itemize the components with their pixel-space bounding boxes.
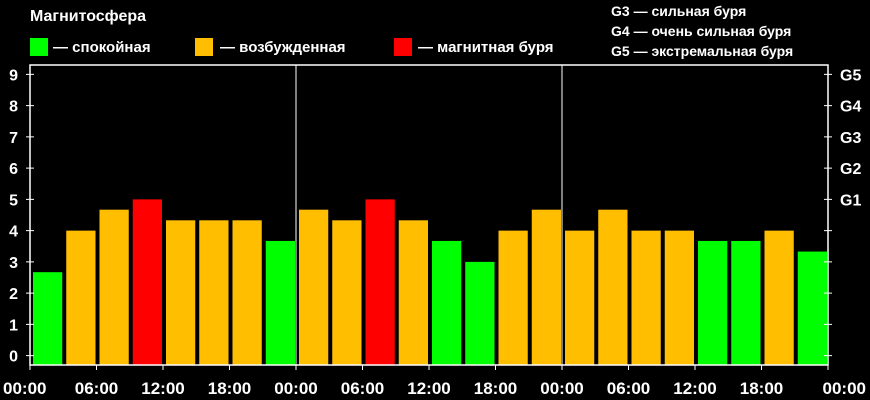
bar-17 — [598, 209, 628, 365]
bar-12 — [432, 240, 462, 365]
y-tick-label-5: 5 — [9, 192, 18, 209]
y-tick-label-7: 7 — [9, 130, 18, 147]
y-tick-label-8: 8 — [9, 99, 18, 116]
x-tick-label-5: 06:00 — [341, 379, 384, 398]
y-tick-label-6: 6 — [9, 161, 18, 178]
x-tick-label-0: 00:00 — [3, 379, 46, 398]
bar-14 — [498, 230, 528, 365]
legend-swatch-storm — [394, 38, 412, 56]
bar-7 — [265, 240, 295, 365]
x-tick-label-2: 12:00 — [141, 379, 184, 398]
plot-area: 0 1 2 3 4 5 6 7 8 9 G1 G2 G3 G4 G5 00:00 06:00 12:00 18:00… — [3, 64, 866, 398]
legend-label-excited: — возбужденная — [220, 39, 346, 56]
y-tick-label-0: 0 — [9, 349, 18, 366]
bar-6 — [232, 220, 262, 365]
x-tick-label-7: 18:00 — [474, 379, 517, 398]
g-tick-label-0: G1 — [840, 192, 861, 209]
g-tick-label-4: G5 — [840, 67, 861, 84]
legend-label-storm: — магнитная буря — [418, 39, 554, 56]
bar-18 — [631, 230, 661, 365]
bar-15 — [531, 209, 561, 365]
bar-0 — [33, 272, 63, 365]
x-tick-label-12: 00:00 — [823, 379, 866, 398]
g-tick-label-1: G2 — [840, 161, 861, 178]
legend-swatch-excited — [195, 38, 213, 56]
bar-21 — [731, 240, 761, 365]
g-legend-g5: G5 — экстремальная буря — [611, 43, 793, 59]
bar-3 — [132, 199, 162, 365]
bar-22 — [764, 230, 794, 365]
g-scale-legend: G3 — сильная буря G4 — очень сильная бур… — [611, 3, 793, 59]
y-tick-label-1: 1 — [9, 317, 18, 334]
bar-16 — [565, 230, 595, 365]
chart-title: Магнитосфера — [30, 8, 146, 25]
x-tick-label-10: 12:00 — [673, 379, 716, 398]
legend-label-calm: — спокойная — [53, 39, 151, 56]
g-tick-label-2: G3 — [840, 130, 861, 147]
y-tick-label-9: 9 — [9, 67, 18, 84]
bar-19 — [664, 230, 694, 365]
bar-5 — [199, 220, 229, 365]
bar-23 — [797, 251, 827, 365]
bar-4 — [166, 220, 196, 365]
bar-1 — [66, 230, 96, 365]
legend: — спокойная — возбужденная — магнитная б… — [30, 38, 554, 56]
bar-10 — [365, 199, 395, 365]
x-tick-label-4: 00:00 — [274, 379, 317, 398]
bar-2 — [99, 209, 129, 365]
bar-20 — [698, 240, 728, 365]
x-tick-label-3: 18:00 — [208, 379, 251, 398]
bar-11 — [398, 220, 428, 365]
x-tick-label-6: 12:00 — [407, 379, 450, 398]
y-tick-label-3: 3 — [9, 255, 18, 272]
bar-9 — [332, 220, 362, 365]
x-tick-label-1: 06:00 — [75, 379, 118, 398]
x-tick-label-11: 18:00 — [740, 379, 783, 398]
x-tick-label-8: 00:00 — [540, 379, 583, 398]
y-tick-label-4: 4 — [9, 224, 18, 241]
g-legend-g3: G3 — сильная буря — [611, 3, 746, 19]
x-tick-label-9: 06:00 — [607, 379, 650, 398]
g-legend-g4: G4 — очень сильная буря — [611, 23, 791, 39]
legend-swatch-calm — [30, 38, 48, 56]
bar-8 — [299, 209, 329, 365]
y-tick-label-2: 2 — [9, 286, 18, 303]
g-tick-label-3: G4 — [840, 99, 861, 116]
bar-13 — [465, 261, 495, 365]
